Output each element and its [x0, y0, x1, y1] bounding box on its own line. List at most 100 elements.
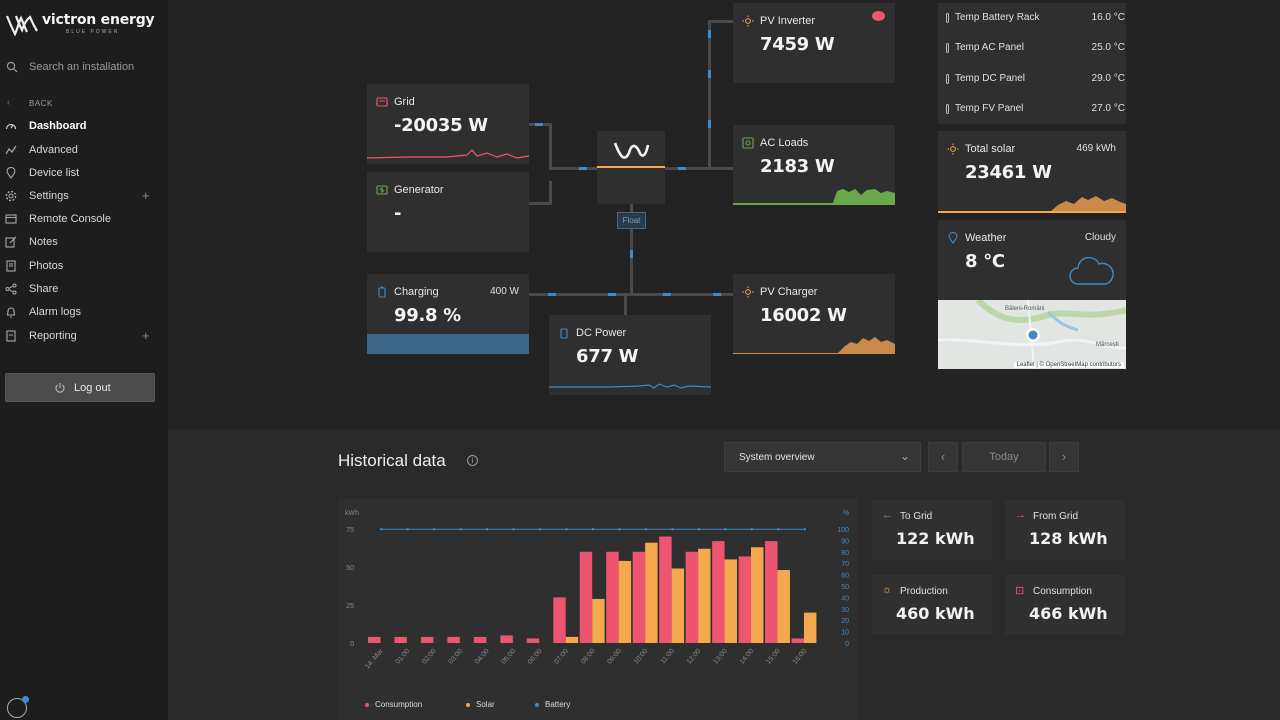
- flow-indicator: [663, 293, 671, 296]
- dashboard-overview: Grid -20035 W Generator - Float Charging…: [168, 0, 1280, 430]
- thermometer-icon: [946, 104, 949, 114]
- view-select[interactable]: System overview ⌄: [724, 442, 921, 472]
- battery-card[interactable]: Charging 400 W 99.8 %: [367, 274, 529, 354]
- y-tick-right: 60: [841, 573, 849, 580]
- pv-charger-card[interactable]: PV Charger 16002 W: [733, 274, 895, 354]
- sidebar-item-share[interactable]: Share: [0, 280, 168, 300]
- pv-inverter-card[interactable]: PV Inverter 7459 W: [733, 3, 895, 83]
- victron-logo[interactable]: victron energy BLUE POWER: [4, 10, 164, 40]
- back-link[interactable]: BACK: [29, 99, 53, 108]
- legend-consumption[interactable]: Consumption: [365, 700, 422, 709]
- flow-indicator: [713, 293, 721, 296]
- legend-solar[interactable]: Solar: [466, 700, 495, 709]
- consumption-bar: [394, 636, 407, 643]
- alert-badge-icon[interactable]: [872, 11, 885, 21]
- sun-icon: [742, 286, 754, 298]
- legend-battery[interactable]: Battery: [535, 700, 570, 709]
- temp-value: 29.0 °C: [1091, 73, 1125, 84]
- consumption-bar: [368, 636, 381, 643]
- photo-icon: [6, 260, 16, 272]
- sidebar-item-reporting[interactable]: Reporting +: [0, 327, 168, 347]
- y-axis-right-label: %: [843, 510, 849, 517]
- notification-badge: [22, 696, 29, 703]
- generator-value: -: [394, 203, 402, 224]
- expand-plus-icon[interactable]: +: [142, 188, 150, 203]
- connector-line: [708, 20, 733, 23]
- sidebar-item-photos[interactable]: Photos: [0, 257, 168, 277]
- solar-bar: [698, 548, 711, 643]
- battery-point: [485, 528, 489, 531]
- consumption-bar: [473, 636, 487, 643]
- y-tick-right: 100: [837, 527, 849, 534]
- info-icon[interactable]: i: [467, 455, 478, 466]
- y-tick-left: 25: [346, 603, 354, 610]
- search-installation[interactable]: Search an installation: [0, 56, 168, 78]
- sidebar-item-label: Device list: [29, 167, 80, 179]
- generator-card[interactable]: Generator -: [367, 172, 529, 252]
- weather-card[interactable]: Weather Cloudy 8 °C Băleni-Români Mărceș…: [938, 220, 1126, 369]
- total-solar-card[interactable]: Total solar 469 kWh 23461 W: [938, 131, 1126, 213]
- sidebar-item-label: Dashboard: [29, 120, 87, 132]
- ac-loads-card[interactable]: AC Loads 2183 W: [733, 125, 895, 205]
- sidebar-item-alarm-logs[interactable]: Alarm logs: [0, 303, 168, 323]
- inverter-card[interactable]: [597, 131, 665, 204]
- grid-card[interactable]: Grid -20035 W: [367, 84, 529, 164]
- plug-icon: ⊡: [1015, 585, 1025, 597]
- consumption-bar: [500, 635, 513, 643]
- sidebar-item-remote-console[interactable]: Remote Console: [0, 210, 168, 230]
- location-map[interactable]: Băleni-Români Mărcești Leaflet | © OpenS…: [938, 300, 1126, 369]
- flow-indicator: [708, 120, 711, 128]
- history-chart[interactable]: kWh % 0 25 50 75 0 10 20 30 40 50 60 70 80 90 100 14.…: [338, 499, 858, 720]
- consumption-bar: [526, 638, 540, 643]
- search-input[interactable]: Search an installation: [29, 61, 135, 73]
- dc-power-card[interactable]: DC Power 677 W: [549, 315, 711, 395]
- sun-icon: [742, 15, 754, 27]
- next-period-button[interactable]: ›: [1049, 442, 1079, 472]
- battery-point: [697, 528, 701, 531]
- consumption-bar: [659, 536, 672, 643]
- battery-title: Charging: [394, 286, 439, 298]
- temp-name: Temp AC Panel: [955, 42, 1024, 53]
- legend-marker: [365, 702, 369, 707]
- sidebar-item-notes[interactable]: Notes: [0, 233, 168, 253]
- sidebar-item-device-list[interactable]: Device list: [0, 164, 168, 184]
- sidebar-item-advanced[interactable]: Advanced: [0, 141, 168, 161]
- pv-charger-value: 16002 W: [760, 305, 847, 326]
- y-tick-left: 50: [346, 565, 354, 572]
- map-tiles: [938, 300, 1126, 369]
- consumption-bar: [553, 597, 566, 643]
- sidebar-item-settings[interactable]: Settings +: [0, 187, 168, 207]
- weather-condition: Cloudy: [1084, 232, 1116, 243]
- weather-title: Weather: [965, 232, 1007, 244]
- temp-name: Temp DC Panel: [955, 73, 1026, 84]
- today-button[interactable]: Today: [962, 442, 1046, 472]
- solar-bar: [803, 612, 817, 643]
- solar-bar: [671, 568, 685, 643]
- temperatures-card[interactable]: Temp Battery Rack 16.0 °C Temp AC Panel 25…: [938, 3, 1126, 124]
- y-tick-right: 70: [841, 561, 849, 568]
- share-icon: [5, 283, 17, 295]
- expand-plus-icon[interactable]: +: [142, 328, 150, 343]
- battery-point: [618, 528, 621, 531]
- sidebar-item-dashboard[interactable]: Dashboard: [0, 117, 168, 137]
- grid-value: -20035 W: [394, 115, 488, 136]
- temp-value: 25.0 °C: [1091, 42, 1125, 53]
- flow-indicator: [548, 293, 556, 296]
- connector-line: [549, 181, 552, 205]
- x-tick-label: 10:00: [633, 648, 650, 666]
- total-solar-value: 23461 W: [965, 162, 1052, 183]
- battery-point: [777, 528, 780, 531]
- pv-charger-sparkline: [733, 337, 895, 354]
- prev-period-button[interactable]: ‹: [928, 442, 958, 472]
- production-stat: ☼ Production 460 kWh: [872, 575, 992, 635]
- map-attribution[interactable]: Leaflet | © OpenStreetMap contributors: [1013, 362, 1124, 368]
- inverter-state-bar: [597, 166, 665, 168]
- consumption-bar: [765, 541, 778, 643]
- chevron-left-icon[interactable]: ‹: [7, 97, 10, 107]
- view-select-value: System overview: [739, 452, 815, 463]
- x-tick-label: 15:00: [765, 648, 782, 666]
- consumption-bar: [447, 636, 460, 643]
- logout-button[interactable]: Log out: [5, 373, 155, 402]
- notifications-icon[interactable]: [7, 698, 27, 718]
- battery-point: [565, 528, 568, 531]
